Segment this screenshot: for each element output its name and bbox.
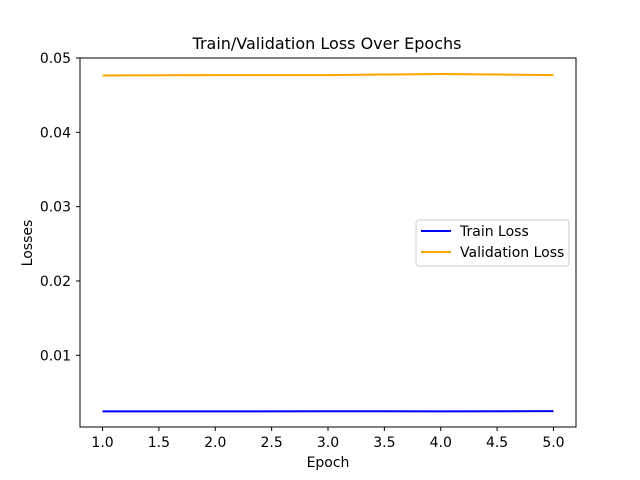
- y-axis: 0.01 0.02 0.03 0.04 0.05: [40, 51, 80, 364]
- x-tick-label: 5.0: [542, 435, 564, 451]
- x-tick-label: 3.5: [373, 435, 395, 451]
- chart-title: Train/Validation Loss Over Epochs: [192, 34, 462, 53]
- series-layer: [102, 72, 554, 413]
- x-tick-label: 3.0: [317, 435, 339, 451]
- series-line-validation-loss: [102, 72, 554, 77]
- y-tick-label: 0.04: [40, 125, 71, 141]
- x-tick-label: 4.5: [486, 435, 508, 451]
- x-tick-label: 1.5: [148, 435, 170, 451]
- legend-label-validation-loss: Validation Loss: [460, 245, 564, 261]
- x-tick-label: 2.0: [204, 435, 226, 451]
- legend: Train Loss Validation Loss: [415, 219, 570, 267]
- y-axis-title: Losses: [20, 220, 36, 267]
- y-tick-label: 0.03: [40, 200, 71, 216]
- legend-box: [415, 219, 570, 267]
- x-tick-label: 2.5: [261, 435, 283, 451]
- y-tick-label: 0.01: [40, 348, 71, 364]
- x-tick-label: 4.0: [430, 435, 452, 451]
- y-tick-label: 0.05: [40, 51, 71, 67]
- y-tick-label: 0.02: [40, 274, 71, 290]
- x-tick-label: 1.0: [91, 435, 113, 451]
- legend-label-train-loss: Train Loss: [459, 224, 529, 240]
- x-axis: 1.0 1.5 2.0 2.5 3.0 3.5 4.0 4.5 5.0: [91, 427, 565, 451]
- x-axis-title: Epoch: [307, 455, 350, 471]
